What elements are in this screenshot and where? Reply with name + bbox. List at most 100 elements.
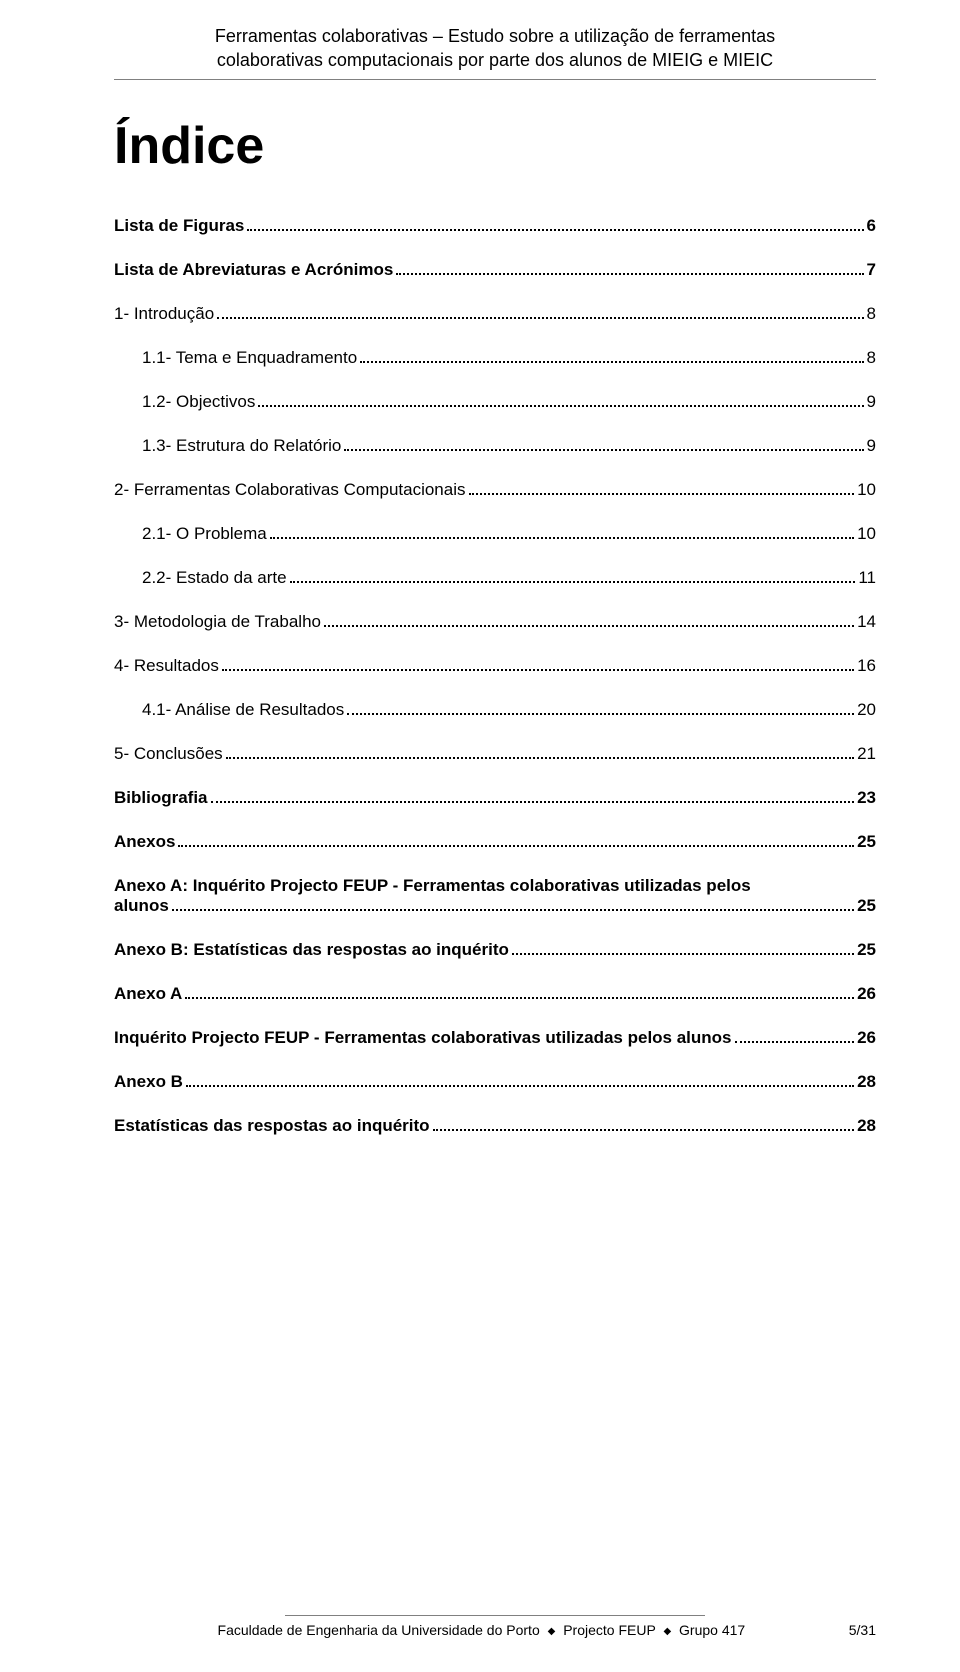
toc-entry: Anexos 25 — [114, 832, 876, 852]
footer-institution: Faculdade de Engenharia da Universidade … — [218, 1622, 540, 1638]
toc-page: 23 — [857, 788, 876, 808]
toc-entry: Anexo B: Estatísticas das respostas ao i… — [114, 940, 876, 960]
toc-leader — [270, 525, 854, 539]
header-rule — [114, 79, 876, 80]
toc-entry: 2- Ferramentas Colaborativas Computacion… — [114, 480, 876, 500]
toc-leader — [324, 613, 854, 627]
toc-entry: Estatísticas das respostas ao inquérito 2… — [114, 1116, 876, 1136]
footer-rule — [285, 1615, 705, 1616]
toc-page: 14 — [857, 612, 876, 632]
toc-leader — [178, 833, 854, 847]
toc-page: 28 — [857, 1072, 876, 1092]
toc-label: Lista de Figuras — [114, 216, 244, 236]
toc-leader — [344, 437, 863, 451]
toc-leader — [512, 941, 854, 955]
toc-entry-multiline: Anexo A: Inquérito Projecto FEUP - Ferra… — [114, 876, 876, 916]
toc-leader — [186, 1073, 854, 1087]
toc-leader — [226, 745, 854, 759]
toc-label: Anexo B: Estatísticas das respostas ao i… — [114, 940, 509, 960]
toc-entry: 5- Conclusões 21 — [114, 744, 876, 764]
toc-entry: Anexo A 26 — [114, 984, 876, 1004]
toc-label: Bibliografia — [114, 788, 208, 808]
toc-page: 28 — [857, 1116, 876, 1136]
toc-page: 11 — [858, 568, 876, 588]
toc-page: 26 — [857, 984, 876, 1004]
toc-label: 1.3- Estrutura do Relatório — [142, 436, 341, 456]
table-of-contents: Lista de Figuras 6 Lista de Abreviaturas e… — [114, 216, 876, 1136]
toc-leader — [433, 1117, 855, 1131]
toc-label: 1- Introdução — [114, 304, 214, 324]
toc-entry: 4- Resultados16 — [114, 656, 876, 676]
toc-entry: 2.2- Estado da arte 11 — [114, 568, 876, 588]
toc-label: 2.1- O Problema — [142, 524, 267, 544]
toc-page: 25 — [857, 896, 876, 916]
toc-leader — [247, 217, 863, 231]
toc-label: Inquérito Projecto FEUP - Ferramentas co… — [114, 1028, 732, 1048]
toc-page: 21 — [857, 744, 876, 764]
toc-entry: 2.1- O Problema 10 — [114, 524, 876, 544]
toc-leader — [217, 305, 863, 319]
toc-entry: 1.3- Estrutura do Relatório 9 — [114, 436, 876, 456]
diamond-icon: ◆ — [659, 1626, 675, 1637]
page-footer: Faculdade de Engenharia da Universidade … — [0, 1615, 960, 1638]
toc-entry: Anexo B 28 — [114, 1072, 876, 1092]
toc-leader — [469, 481, 855, 495]
toc-label: 4.1- Análise de Resultados — [142, 700, 344, 720]
footer-text: Faculdade de Engenharia da Universidade … — [114, 1622, 849, 1638]
toc-page: 9 — [867, 436, 876, 456]
toc-entry: 4.1- Análise de Resultados 20 — [114, 700, 876, 720]
toc-leader — [211, 789, 855, 803]
toc-leader — [396, 261, 863, 275]
toc-leader — [290, 569, 856, 583]
header-line-1: Ferramentas colaborativas – Estudo sobre… — [114, 24, 876, 48]
toc-leader — [735, 1029, 855, 1043]
toc-entry: Lista de Abreviaturas e Acrónimos 7 — [114, 260, 876, 280]
toc-label: 2- Ferramentas Colaborativas Computacion… — [114, 480, 466, 500]
running-header: Ferramentas colaborativas – Estudo sobre… — [114, 24, 876, 73]
toc-page: 10 — [857, 480, 876, 500]
header-line-2: colaborativas computacionais por parte d… — [114, 48, 876, 72]
toc-page: 7 — [867, 260, 876, 280]
toc-page: 6 — [867, 216, 876, 236]
toc-page: 9 — [867, 392, 876, 412]
toc-label: Anexos — [114, 832, 175, 852]
toc-leader — [347, 701, 854, 715]
toc-page: 26 — [857, 1028, 876, 1048]
toc-entry: Bibliografia 23 — [114, 788, 876, 808]
toc-leader — [172, 897, 854, 911]
toc-label: Anexo B — [114, 1072, 183, 1092]
toc-page: 16 — [857, 656, 876, 676]
footer-page-number: 5/31 — [849, 1622, 876, 1638]
toc-label: 2.2- Estado da arte — [142, 568, 287, 588]
toc-entry: 3- Metodologia de Trabalho 14 — [114, 612, 876, 632]
toc-entry: 1.1- Tema e Enquadramento 8 — [114, 348, 876, 368]
footer-group: Grupo 417 — [679, 1622, 745, 1638]
toc-page: 20 — [857, 700, 876, 720]
toc-label: 1.1- Tema e Enquadramento — [142, 348, 357, 368]
diamond-icon: ◆ — [544, 1626, 560, 1637]
toc-label-line2: alunos — [114, 896, 169, 916]
toc-page: 8 — [867, 304, 876, 324]
toc-entry: Lista de Figuras 6 — [114, 216, 876, 236]
page-title: Índice — [114, 116, 876, 176]
toc-entry: 1.2- Objectivos 9 — [114, 392, 876, 412]
toc-entry: Inquérito Projecto FEUP - Ferramentas co… — [114, 1028, 876, 1048]
toc-label: 5- Conclusões — [114, 744, 223, 764]
toc-label: Anexo A — [114, 984, 182, 1004]
toc-page: 10 — [857, 524, 876, 544]
toc-page: 25 — [857, 940, 876, 960]
toc-entry: 1- Introdução 8 — [114, 304, 876, 324]
page: Ferramentas colaborativas – Estudo sobre… — [0, 0, 960, 1672]
toc-label: Lista de Abreviaturas e Acrónimos — [114, 260, 393, 280]
toc-leader — [360, 349, 863, 363]
toc-leader — [258, 393, 863, 407]
toc-leader — [222, 657, 854, 671]
footer-project: Projecto FEUP — [563, 1622, 655, 1638]
toc-page: 25 — [857, 832, 876, 852]
toc-label: Estatísticas das respostas ao inquérito — [114, 1116, 430, 1136]
toc-label-line1: Anexo A: Inquérito Projecto FEUP - Ferra… — [114, 876, 876, 896]
toc-page: 8 — [867, 348, 876, 368]
toc-label: 1.2- Objectivos — [142, 392, 255, 412]
toc-leader — [185, 985, 854, 999]
toc-label: 3- Metodologia de Trabalho — [114, 612, 321, 632]
